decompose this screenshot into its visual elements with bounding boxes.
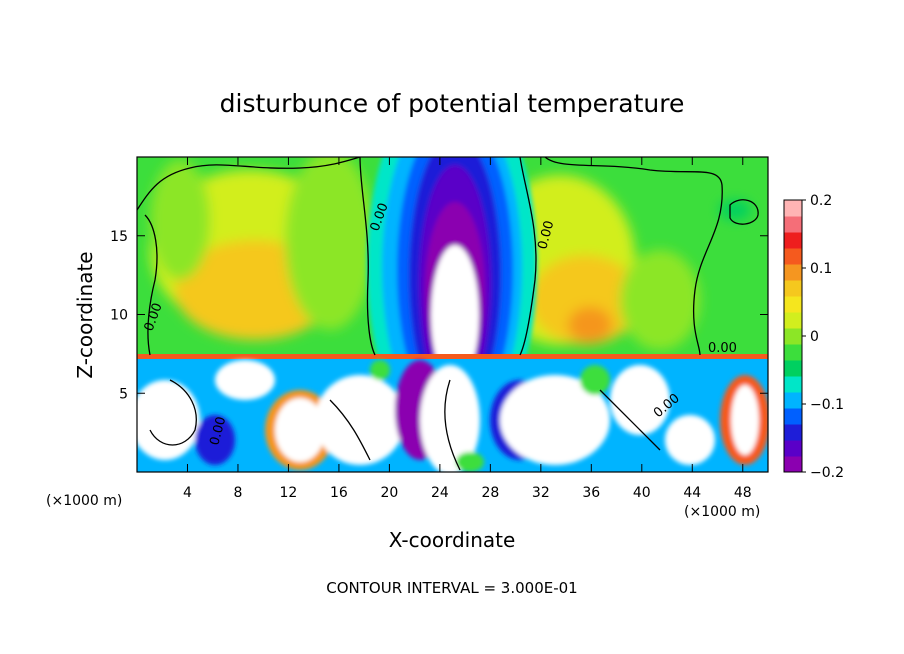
colorbar-swatch (784, 456, 802, 473)
contour-label: 0.00 (535, 219, 557, 251)
colorbar-swatch (784, 232, 802, 249)
colorbar-tick-label: 0.1 (810, 261, 832, 277)
x-tick-label: 16 (330, 485, 348, 501)
x-axis-label: X-coordinate (389, 528, 516, 552)
x-tick-label: 44 (683, 485, 701, 501)
colorbar-swatch (784, 376, 802, 393)
colorbar-swatch (784, 312, 802, 329)
x-axis: 4 8 12 16 20 24 28 32 36 40 44 48 (183, 157, 752, 501)
colorbar-swatch (784, 344, 802, 361)
y-tick-label: 10 (110, 308, 128, 324)
heatmap-field: 0.00 0.00 0.00 0.00 0.00 0.00 (137, 157, 768, 472)
x-tick-label: 48 (734, 485, 752, 501)
colorbar-ticks: 0.2 0.1 0 −0.1 −0.2 (802, 193, 844, 481)
chart-title: disturbunce of potential temperature (220, 89, 685, 118)
x-tick-label: 40 (633, 485, 651, 501)
colorbar-swatch (784, 328, 802, 345)
colorbar (784, 200, 802, 473)
x-unit-right: (×1000 m) (684, 504, 760, 520)
colorbar-swatch (784, 264, 802, 281)
y-tick-label: 15 (110, 229, 128, 245)
x-tick-label: 36 (582, 485, 600, 501)
colorbar-swatch (784, 424, 802, 441)
colorbar-swatch (784, 296, 802, 313)
x-tick-label: 32 (532, 485, 550, 501)
colorbar-swatch (784, 360, 802, 377)
colorbar-swatch (784, 200, 802, 217)
colorbar-swatch (784, 280, 802, 297)
colorbar-tick-label: 0 (810, 329, 819, 345)
colorbar-swatch (784, 216, 802, 233)
x-unit-left: (×1000 m) (46, 493, 122, 509)
x-tick-label: 8 (233, 485, 242, 501)
x-tick-label: 28 (481, 485, 499, 501)
x-tick-label: 24 (431, 485, 449, 501)
footer-contour-interval: CONTOUR INTERVAL = 3.000E-01 (326, 579, 577, 597)
colorbar-tick-label: −0.2 (810, 465, 844, 481)
x-tick-label: 20 (380, 485, 398, 501)
colorbar-tick-label: −0.1 (810, 397, 844, 413)
x-tick-label: 12 (280, 485, 298, 501)
colorbar-tick-label: 0.2 (810, 193, 832, 209)
y-axis-label: Z-coordinate (73, 251, 97, 378)
contour-lines (137, 157, 759, 471)
y-axis: 5 10 15 (110, 229, 768, 402)
contour-label: 0.00 (207, 415, 229, 447)
colorbar-swatch (784, 248, 802, 265)
colorbar-swatch (784, 440, 802, 457)
colorbar-swatch (784, 392, 802, 409)
colorbar-swatch (784, 408, 802, 425)
x-tick-label: 4 (183, 485, 192, 501)
interface-band (137, 354, 768, 359)
y-tick-label: 5 (119, 386, 128, 402)
contour-label: 0.00 (708, 341, 737, 356)
